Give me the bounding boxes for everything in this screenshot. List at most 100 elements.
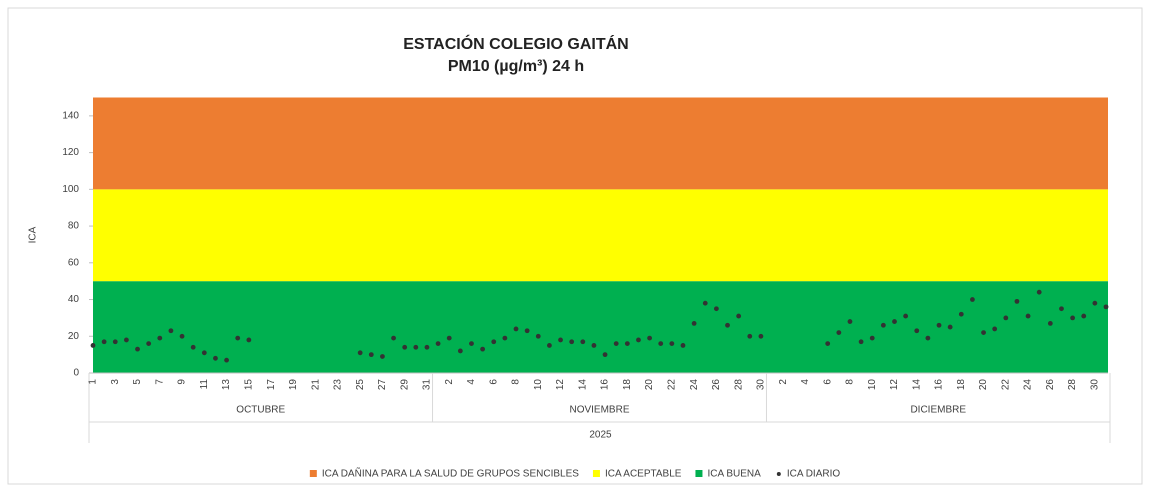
data-point [380, 354, 385, 359]
data-point [1081, 313, 1087, 319]
x-tick-label: 12 [555, 379, 566, 391]
data-point [669, 341, 675, 347]
legend-label: ICA DIARIO [787, 469, 841, 480]
data-point [936, 322, 942, 328]
data-point [213, 355, 218, 361]
data-point [135, 346, 140, 352]
data-point [1070, 315, 1076, 321]
data-point [435, 341, 441, 347]
data-point [636, 337, 641, 343]
x-tick-label: 2 [444, 379, 455, 385]
x-tick-label: 8 [511, 379, 522, 385]
x-tick-label: 29 [399, 379, 410, 391]
x-tick-label: 20 [978, 379, 989, 391]
x-tick-label: 22 [666, 379, 677, 391]
band [93, 189, 1108, 282]
data-point [892, 319, 897, 324]
x-tick-label: 3 [110, 379, 121, 385]
data-point [469, 341, 474, 347]
x-tick-label: 13 [221, 379, 232, 391]
data-point [702, 300, 708, 306]
x-tick-label: 26 [1045, 379, 1056, 391]
data-point [491, 339, 497, 345]
data-point [168, 328, 174, 334]
data-point [825, 341, 831, 347]
legend-swatch [309, 470, 317, 477]
x-tick-label: 15 [243, 379, 254, 391]
data-point [758, 333, 764, 339]
data-point [836, 330, 842, 335]
x-tick-label: 16 [934, 379, 945, 391]
x-tick-label: 24 [689, 379, 700, 391]
data-point [1014, 298, 1020, 304]
data-point [112, 339, 118, 345]
data-point [914, 328, 920, 334]
x-tick-label: 7 [154, 379, 165, 385]
x-tick-label: 21 [310, 379, 321, 391]
data-point [1003, 315, 1009, 321]
data-point [535, 333, 541, 339]
band [93, 281, 1108, 373]
x-tick-label: 6 [822, 379, 833, 385]
x-tick-label: 23 [333, 379, 344, 391]
x-tick-label: 5 [132, 379, 143, 385]
data-point [602, 352, 608, 358]
x-tick-label: 8 [845, 379, 856, 385]
data-point [624, 341, 630, 347]
y-tick-label: 140 [62, 111, 79, 122]
x-tick-label: 16 [600, 379, 611, 391]
data-point [1059, 306, 1064, 312]
x-tick-label: 22 [1000, 379, 1011, 391]
data-point [179, 333, 185, 339]
data-point [146, 341, 152, 347]
x-tick-label: 10 [533, 379, 544, 391]
data-point [970, 297, 975, 302]
data-point [524, 328, 530, 334]
data-point [1025, 313, 1031, 319]
data-point [925, 335, 931, 341]
data-point [101, 339, 107, 345]
x-tick-label: 11 [199, 379, 210, 390]
data-point [123, 337, 129, 343]
x-tick-label: 20 [644, 379, 655, 391]
y-tick-label: 0 [73, 368, 79, 379]
data-point [613, 341, 619, 347]
data-point [691, 321, 697, 326]
group-label: NOVIEMBRE [569, 405, 629, 416]
x-tick-label: 30 [756, 379, 767, 391]
data-point [747, 333, 753, 339]
data-point [558, 337, 563, 343]
data-point [513, 326, 519, 332]
data-point [647, 335, 652, 341]
data-point [190, 344, 196, 350]
data-point [658, 341, 664, 347]
x-tick-label: 28 [733, 379, 744, 391]
data-point [736, 313, 742, 319]
group-label: OCTUBRE [236, 405, 285, 416]
data-point [357, 350, 363, 356]
x-tick-label: 14 [577, 379, 588, 391]
y-tick-label: 120 [62, 147, 79, 158]
data-point [90, 343, 96, 348]
data-point [502, 335, 508, 341]
x-tick-label: 18 [622, 379, 633, 391]
x-tick-label: 4 [800, 379, 811, 385]
data-point [713, 306, 719, 312]
data-point [224, 357, 229, 363]
y-axis-label: ICA [28, 226, 39, 243]
data-point [402, 344, 408, 350]
x-tick-label: 12 [889, 379, 900, 391]
x-tick-label: 1 [88, 379, 99, 385]
x-tick-label: 6 [488, 379, 499, 385]
y-tick-label: 80 [68, 221, 80, 232]
x-tick-label: 10 [867, 379, 878, 391]
data-point [947, 324, 953, 330]
data-point [847, 319, 853, 324]
data-point [569, 339, 575, 345]
y-tick-label: 20 [68, 331, 80, 342]
x-tick-label: 31 [422, 379, 433, 391]
y-tick-label: 100 [62, 184, 79, 195]
data-point [580, 339, 586, 345]
x-tick-label: 24 [1023, 379, 1034, 391]
